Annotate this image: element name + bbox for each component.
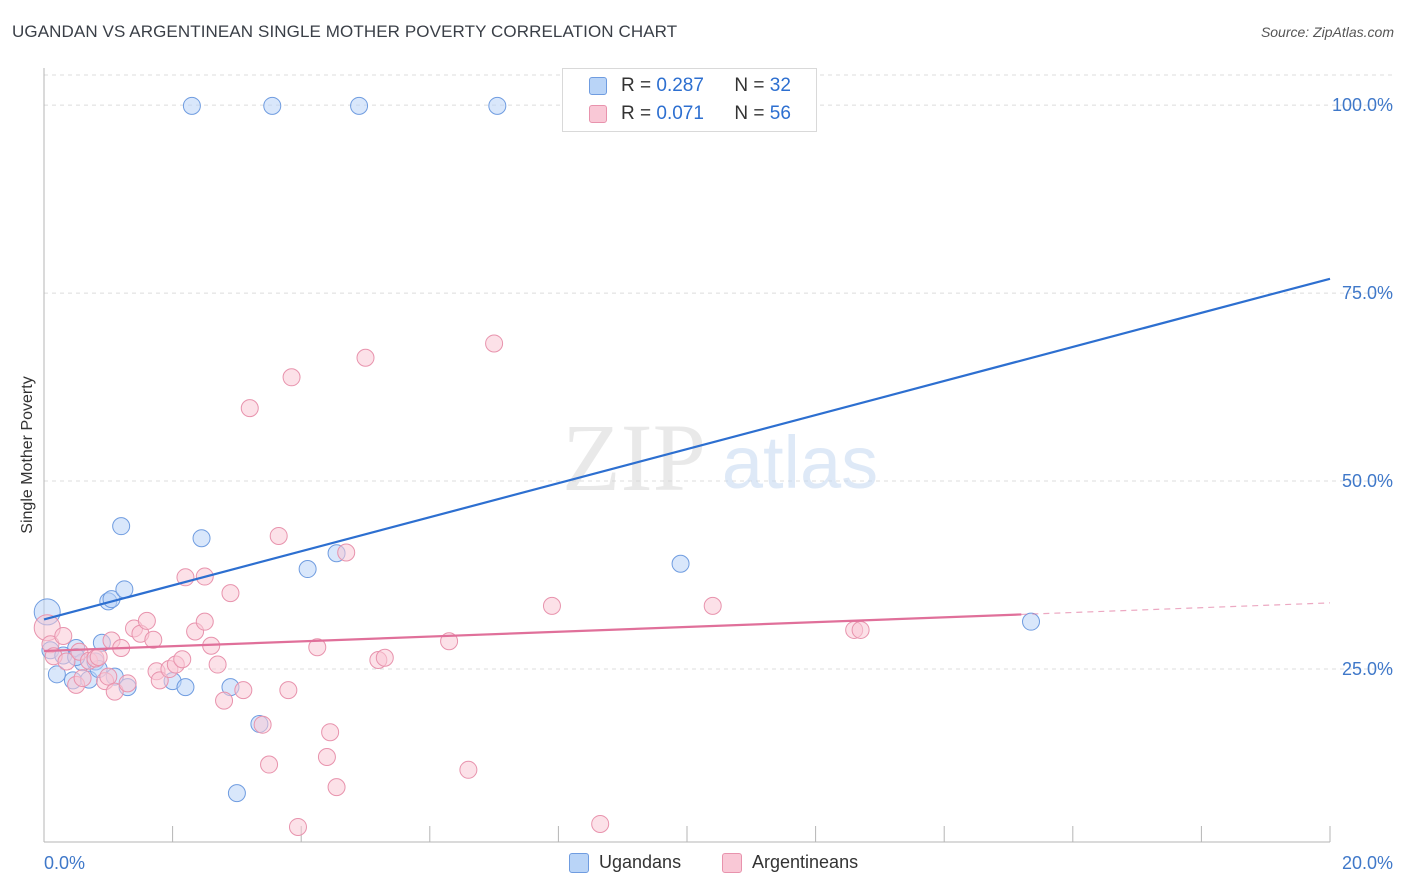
axes bbox=[43, 68, 1331, 843]
ugandans-point bbox=[298, 560, 317, 579]
argentineans-point bbox=[591, 814, 610, 833]
argentineans-point bbox=[317, 748, 336, 767]
y-axis-label: Single Mother Poverty bbox=[19, 376, 36, 534]
argentineans-point bbox=[73, 669, 92, 688]
watermark-zip: ZIP bbox=[562, 404, 706, 511]
legend-item-argentineans[interactable]: Argentineans bbox=[722, 852, 858, 873]
watermark-atlas: atlas bbox=[722, 421, 878, 504]
y-tick-label: 25.0% bbox=[1342, 659, 1393, 679]
n-label: N = bbox=[734, 103, 765, 124]
argentineans-point bbox=[144, 630, 163, 649]
x-tick-label: 0.0% bbox=[44, 853, 85, 873]
ugandans-point bbox=[112, 517, 131, 536]
argentineans-point bbox=[288, 817, 307, 836]
x-tick-label: 20.0% bbox=[1342, 853, 1393, 873]
argentineans-point bbox=[279, 681, 298, 700]
ugandans-point bbox=[1022, 612, 1041, 631]
source-credit: Source: ZipAtlas.com bbox=[1260, 24, 1394, 40]
ugandans-swatch bbox=[589, 77, 607, 95]
argentineans-point bbox=[308, 638, 327, 657]
argentineans-point bbox=[215, 691, 234, 710]
y-tick-label: 50.0% bbox=[1342, 471, 1393, 491]
argentineans-point bbox=[57, 652, 76, 671]
ugandans-point bbox=[263, 96, 282, 115]
stats-row-argentineans: R = 0.071 N = 56 bbox=[563, 101, 791, 127]
ugandans-point bbox=[176, 678, 195, 697]
argentineans-point bbox=[221, 584, 240, 603]
n-label: N = bbox=[734, 75, 765, 96]
argentineans-point bbox=[542, 596, 561, 615]
ugandans-point bbox=[350, 96, 369, 115]
legend-ugandans-label: Ugandans bbox=[599, 852, 682, 872]
chart-title: UGANDAN VS ARGENTINEAN SINGLE MOTHER POV… bbox=[12, 22, 678, 41]
legend-item-ugandans[interactable]: Ugandans bbox=[569, 852, 681, 873]
argentineans-swatch bbox=[589, 105, 607, 123]
argentineans-point bbox=[105, 682, 124, 701]
ugandans-point bbox=[671, 554, 690, 573]
argentineans-point bbox=[269, 526, 288, 545]
ugandans-point bbox=[47, 665, 66, 684]
argentineans-point bbox=[851, 620, 870, 639]
argentineans-point bbox=[327, 778, 346, 797]
argentineans-point bbox=[375, 648, 394, 667]
argentineans-point bbox=[260, 755, 279, 774]
tick-labels: 25.0% 50.0% 75.0% 100.0% 0.0% 20.0% bbox=[44, 95, 1393, 873]
ugandans-point bbox=[182, 96, 201, 115]
stats-box: R = 0.287 N = 32 R = 0.071 N = 56 bbox=[562, 68, 817, 132]
legend-argentineans-label: Argentineans bbox=[752, 852, 859, 872]
argentineans-point bbox=[282, 368, 301, 387]
legend-argentineans-swatch bbox=[722, 852, 742, 873]
argentineans-point bbox=[137, 611, 156, 630]
r-value: 0.071 bbox=[656, 103, 704, 124]
argentineans-point bbox=[195, 612, 214, 631]
n-value: 32 bbox=[769, 75, 791, 96]
argentineans-point bbox=[173, 650, 192, 669]
r-value: 0.287 bbox=[656, 75, 704, 96]
argentineans-point bbox=[208, 655, 227, 674]
argentineans-point bbox=[337, 543, 356, 562]
ugandans-point bbox=[192, 529, 211, 548]
ugandans-point bbox=[115, 580, 134, 599]
y-tick-label: 100.0% bbox=[1332, 95, 1393, 115]
argentineans-point bbox=[703, 596, 722, 615]
gridlines bbox=[44, 74, 1392, 670]
argentineans-point bbox=[485, 334, 504, 353]
y-tick-label: 75.0% bbox=[1342, 283, 1393, 303]
r-label: R = bbox=[621, 75, 652, 96]
argentineans-point bbox=[118, 674, 137, 693]
n-value: 56 bbox=[769, 103, 791, 124]
argentineans-point bbox=[459, 760, 478, 779]
argentineans-point bbox=[356, 348, 375, 367]
ugandans-point bbox=[227, 784, 246, 803]
argentineans-point bbox=[234, 681, 253, 700]
argentineans-point bbox=[89, 648, 108, 667]
ugandans-point bbox=[488, 96, 507, 115]
argentineans-point bbox=[240, 399, 259, 418]
legend-ugandans-swatch bbox=[569, 852, 589, 873]
argentineans-point bbox=[54, 626, 73, 645]
stats-row-ugandans: R = 0.287 N = 32 bbox=[563, 73, 791, 99]
trendlines bbox=[43, 277, 1331, 653]
trendline-extension-argentineans bbox=[1021, 602, 1331, 616]
data-points bbox=[33, 96, 1041, 836]
argentineans-point bbox=[99, 667, 118, 686]
argentineans-point bbox=[253, 715, 272, 734]
trendline-ugandans bbox=[43, 277, 1331, 621]
argentineans-point bbox=[321, 723, 340, 742]
r-label: R = bbox=[621, 103, 652, 124]
trendline-argentineans bbox=[43, 613, 1022, 653]
